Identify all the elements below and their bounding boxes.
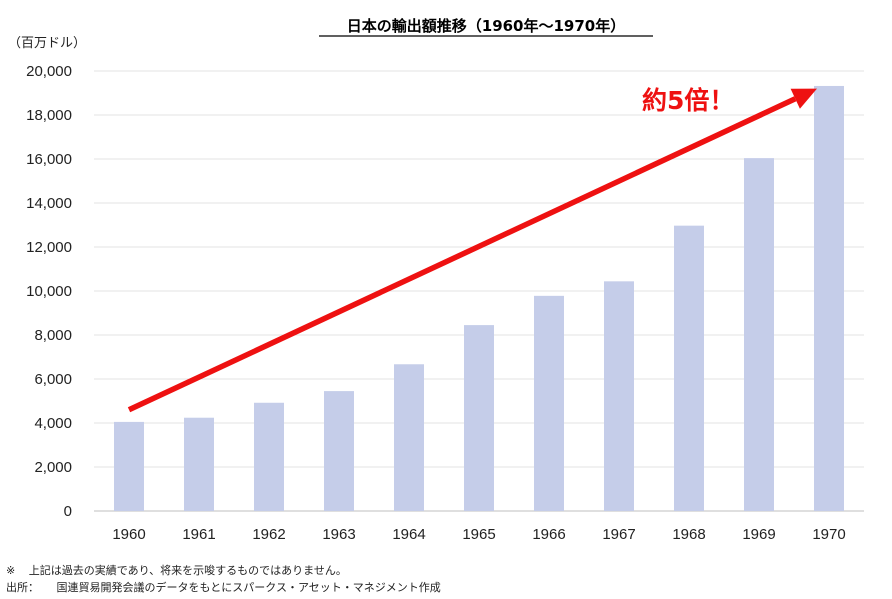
- x-tick-label: 1960: [112, 526, 145, 543]
- y-tick-label: 20,000: [26, 63, 72, 80]
- x-tick-label: 1967: [602, 526, 635, 543]
- trend-arrow-shaft: [127, 96, 797, 413]
- bar: [184, 417, 214, 511]
- disclaimer-note: ※ 上記は過去の実績であり、将来を示唆するものではありません。: [6, 562, 347, 578]
- y-tick-label: 18,000: [26, 107, 72, 124]
- trend-arrow-head: [790, 88, 817, 109]
- x-tick-label: 1965: [462, 526, 495, 543]
- bar: [674, 225, 704, 511]
- y-axis-unit-label: （百万ドル）: [8, 36, 86, 51]
- bar: [254, 402, 284, 511]
- bar: [114, 421, 144, 511]
- bar: [814, 85, 844, 512]
- bar: [604, 281, 634, 511]
- y-tick-label: 8,000: [34, 327, 72, 344]
- source-label: 出所：: [6, 581, 39, 594]
- x-tick-label: 1961: [182, 526, 215, 543]
- x-tick-label: 1962: [252, 526, 285, 543]
- x-tick-label: 1966: [532, 526, 565, 543]
- y-tick-label: 4,000: [34, 415, 72, 432]
- y-tick-label: 16,000: [26, 151, 72, 168]
- annotation: 約5倍！: [127, 86, 817, 413]
- bars: [114, 85, 844, 512]
- bar: [394, 364, 424, 511]
- x-tick-label: 1970: [812, 526, 845, 543]
- disclaimer-mark: ※: [6, 564, 16, 577]
- y-tick-label: 12,000: [26, 239, 72, 256]
- x-tick-label: 1968: [672, 526, 705, 543]
- y-tick-label: 14,000: [26, 195, 72, 212]
- x-tick-label: 1964: [392, 526, 425, 543]
- bar: [324, 391, 354, 511]
- y-tick-label: 0: [64, 503, 72, 520]
- source-text: 国連貿易開発会議のデータをもとにスパークス・アセット・マネジメント作成: [56, 581, 441, 594]
- y-axis-ticks: 0 2,000 4,000 6,000 8,000 10,000 12,000 14,000 1…: [26, 63, 72, 520]
- chart-title: 日本の輸出額推移（1960年～1970年）: [347, 17, 626, 35]
- source-note: 出所： 国連貿易開発会議のデータをもとにスパークス・アセット・マネジメント作成: [6, 579, 441, 595]
- bar: [534, 295, 564, 511]
- bar: [744, 158, 774, 511]
- y-tick-label: 10,000: [26, 283, 72, 300]
- bar: [464, 325, 494, 511]
- y-tick-label: 6,000: [34, 371, 72, 388]
- callout-text: 約5倍！: [642, 86, 734, 115]
- x-tick-label: 1969: [742, 526, 775, 543]
- x-tick-label: 1963: [322, 526, 355, 543]
- disclaimer-text: 上記は過去の実績であり、将来を示唆するものではありません。: [28, 564, 347, 577]
- y-tick-label: 2,000: [34, 459, 72, 476]
- x-axis-ticks: 1960 1961 1962 1963 1964 1965 1966 1967 1968 1969…: [112, 526, 845, 543]
